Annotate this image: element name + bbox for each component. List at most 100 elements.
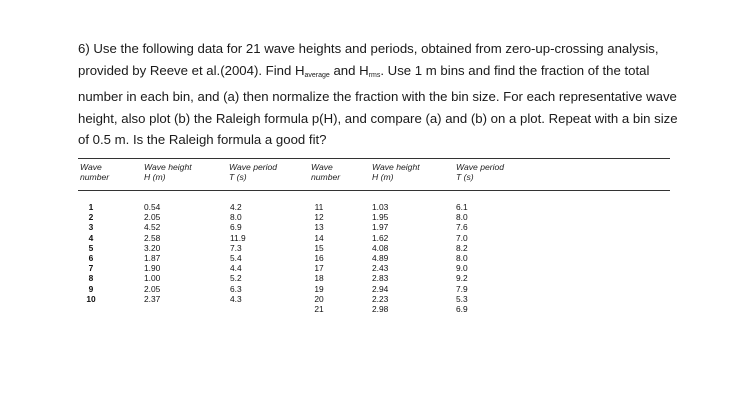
- wave-height-cell: 3.20: [144, 242, 161, 253]
- header-text: number: [311, 172, 341, 182]
- wave-period-cell: 5.2: [230, 273, 242, 284]
- header-text: T (s): [456, 172, 474, 182]
- wave-number-cell: 16: [314, 252, 324, 263]
- wave-height-cell: 1.00: [144, 273, 161, 284]
- wave-height-cell: 0.54: [144, 202, 161, 212]
- wave-height-cell: 2.37: [144, 293, 161, 304]
- wave-number-cell: 9: [88, 283, 94, 294]
- wave-number-cell: 1: [88, 202, 94, 212]
- wave-period-cell: 7.0: [456, 232, 468, 243]
- wave-number-cell: 10: [86, 293, 96, 304]
- wave-number-cell: 20: [314, 293, 324, 304]
- table-top-rule: [78, 158, 670, 159]
- wave-number-cell: 18: [314, 273, 324, 284]
- wave-number-cell: 3: [88, 222, 94, 233]
- wave-number-cell: 5: [88, 242, 94, 253]
- wave-period-cell: 11.9: [230, 232, 246, 243]
- wave-number-cell: 17: [314, 263, 324, 274]
- subscript-average: average: [304, 71, 330, 79]
- wave-number-cell: 15: [314, 242, 324, 253]
- header-wave-period-2: Wave period T (s): [456, 162, 504, 182]
- wave-number-cell: 13: [314, 222, 324, 233]
- wave-height-cell: 2.43: [372, 263, 389, 274]
- problem-line-2-and: and H: [329, 62, 369, 78]
- wave-period-cell: 6.9: [230, 222, 242, 233]
- wave-period-cell: 6.3: [230, 283, 242, 294]
- wave-height-cell: 4.52: [144, 222, 161, 233]
- wave-period-cell: 5.3: [456, 293, 468, 304]
- wave-height-cell: 2.58: [144, 232, 161, 243]
- wave-period-cell: 8.2: [456, 242, 468, 253]
- wave-period-cell: 9.0: [456, 263, 468, 274]
- problem-line-4: height, also plot (b) the Raleigh formul…: [78, 110, 678, 126]
- header-text: Wave period: [456, 162, 505, 172]
- header-text: Wave height: [144, 162, 192, 172]
- wave-height-cell: 2.83: [372, 273, 389, 284]
- wave-period-cell: 4.2: [230, 202, 242, 212]
- wave-period-cell: 7.6: [456, 222, 468, 233]
- wave-period-cell: 5.4: [230, 252, 242, 263]
- wave-height-cell: 2.05: [144, 283, 161, 294]
- header-text: H (m): [372, 172, 394, 182]
- wave-period-cell: 8.0: [456, 212, 468, 223]
- wave-height-cell: 1.95: [372, 212, 389, 223]
- header-text: Wave height: [372, 162, 420, 172]
- wave-number-cell: 4: [88, 232, 94, 243]
- header-text: Wave period: [229, 162, 278, 172]
- header-wave-number-2: Wave number: [311, 162, 340, 182]
- wave-height-cell: 2.98: [372, 303, 389, 314]
- header-text: Wave: [80, 162, 102, 172]
- wave-height-cell: 1.90: [144, 263, 161, 274]
- wave-period-cell: 8.0: [230, 212, 242, 223]
- header-text: H (m): [144, 172, 166, 182]
- wave-number-cell: 21: [314, 303, 324, 314]
- problem-line-3: number in each bin, and (a) then normali…: [78, 89, 677, 104]
- header-wave-height: Wave height H (m): [144, 162, 192, 182]
- left-wave-heights: 0.54 2.05 4.52 2.58 3.20 1.87 1.90 1.00 2.05 2.37: [144, 202, 160, 304]
- wave-period-cell: 6.1: [456, 202, 468, 212]
- wave-height-cell: 1.97: [372, 222, 389, 233]
- header-text: Wave: [311, 162, 333, 172]
- header-text: T (s): [229, 172, 247, 182]
- left-wave-periods: 4.2 8.0 6.9 11.9 7.3 5.4 4.4 5.2 6.3 4.3: [230, 202, 246, 304]
- wave-number-cell: 14: [314, 232, 324, 243]
- wave-period-cell: 4.3: [230, 293, 242, 304]
- problem-line-2-start: provided by Reeve et al.(2004). Find H: [78, 62, 305, 78]
- wave-period-cell: 6.9: [456, 303, 468, 314]
- right-wave-numbers: 11 12 13 14 15 16 17 18 19 20 21: [312, 202, 326, 314]
- left-wave-numbers: 1 2 3 4 5 6 7 8 9 10: [84, 202, 98, 304]
- problem-line-2: provided by Reeve et al.(2004). Find Hav…: [78, 60, 678, 87]
- wave-number-cell: 12: [314, 212, 324, 223]
- wave-height-cell: 2.94: [372, 283, 389, 294]
- wave-height-cell: 2.05: [144, 212, 161, 223]
- wave-period-cell: 9.2: [456, 273, 468, 284]
- subscript-rms: rms: [368, 71, 381, 79]
- wave-height-cell: 2.23: [372, 293, 389, 304]
- wave-number-cell: 11: [314, 202, 324, 212]
- wave-period-cell: 7.9: [456, 283, 468, 294]
- header-wave-number: Wave number: [80, 162, 109, 182]
- wave-height-cell: 4.08: [372, 242, 389, 253]
- wave-period-cell: 8.0: [456, 252, 468, 263]
- problem-line-1: 6) Use the following data for 21 wave he…: [78, 41, 659, 56]
- wave-height-cell: 1.87: [144, 252, 161, 263]
- wave-number-cell: 19: [314, 283, 324, 294]
- problem-statement: 6) Use the following data for 21 wave he…: [78, 38, 678, 151]
- wave-number-cell: 8: [88, 273, 94, 284]
- wave-number-cell: 6: [88, 252, 94, 263]
- wave-period-cell: 7.3: [230, 242, 242, 253]
- right-wave-heights: 1.03 1.95 1.97 1.62 4.08 4.89 2.43 2.83 2.94 2.23…: [372, 202, 388, 314]
- right-wave-periods: 6.1 8.0 7.6 7.0 8.2 8.0 9.0 9.2 7.9 5.3 6.9: [456, 202, 468, 314]
- wave-number-cell: 2: [88, 212, 94, 223]
- problem-line-2-end: . Use 1 m bins and find the fraction of …: [380, 62, 650, 78]
- header-wave-period: Wave period T (s): [229, 162, 277, 182]
- wave-number-cell: 7: [88, 263, 94, 274]
- header-bottom-rule: [78, 190, 670, 191]
- wave-height-cell: 4.89: [372, 252, 389, 263]
- wave-height-cell: 1.03: [372, 202, 389, 212]
- header-text: number: [80, 172, 110, 182]
- wave-period-cell: 4.4: [230, 263, 242, 274]
- problem-line-5: of 0.5 m. Is the Raleigh formula a good …: [78, 132, 327, 147]
- header-wave-height-2: Wave height H (m): [372, 162, 420, 182]
- wave-height-cell: 1.62: [372, 232, 389, 243]
